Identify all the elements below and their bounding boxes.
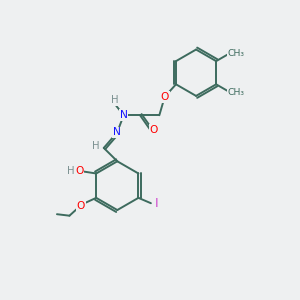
Text: O: O — [75, 166, 83, 176]
Text: N: N — [120, 110, 128, 120]
Text: N: N — [113, 128, 121, 137]
Text: I: I — [154, 197, 158, 210]
Text: O: O — [150, 125, 158, 135]
Text: O: O — [76, 201, 85, 211]
Text: H: H — [111, 95, 118, 105]
Text: CH₃: CH₃ — [228, 88, 244, 97]
Text: O: O — [160, 92, 169, 102]
Text: H: H — [68, 166, 75, 176]
Text: H: H — [92, 140, 99, 151]
Text: CH₃: CH₃ — [228, 49, 244, 58]
